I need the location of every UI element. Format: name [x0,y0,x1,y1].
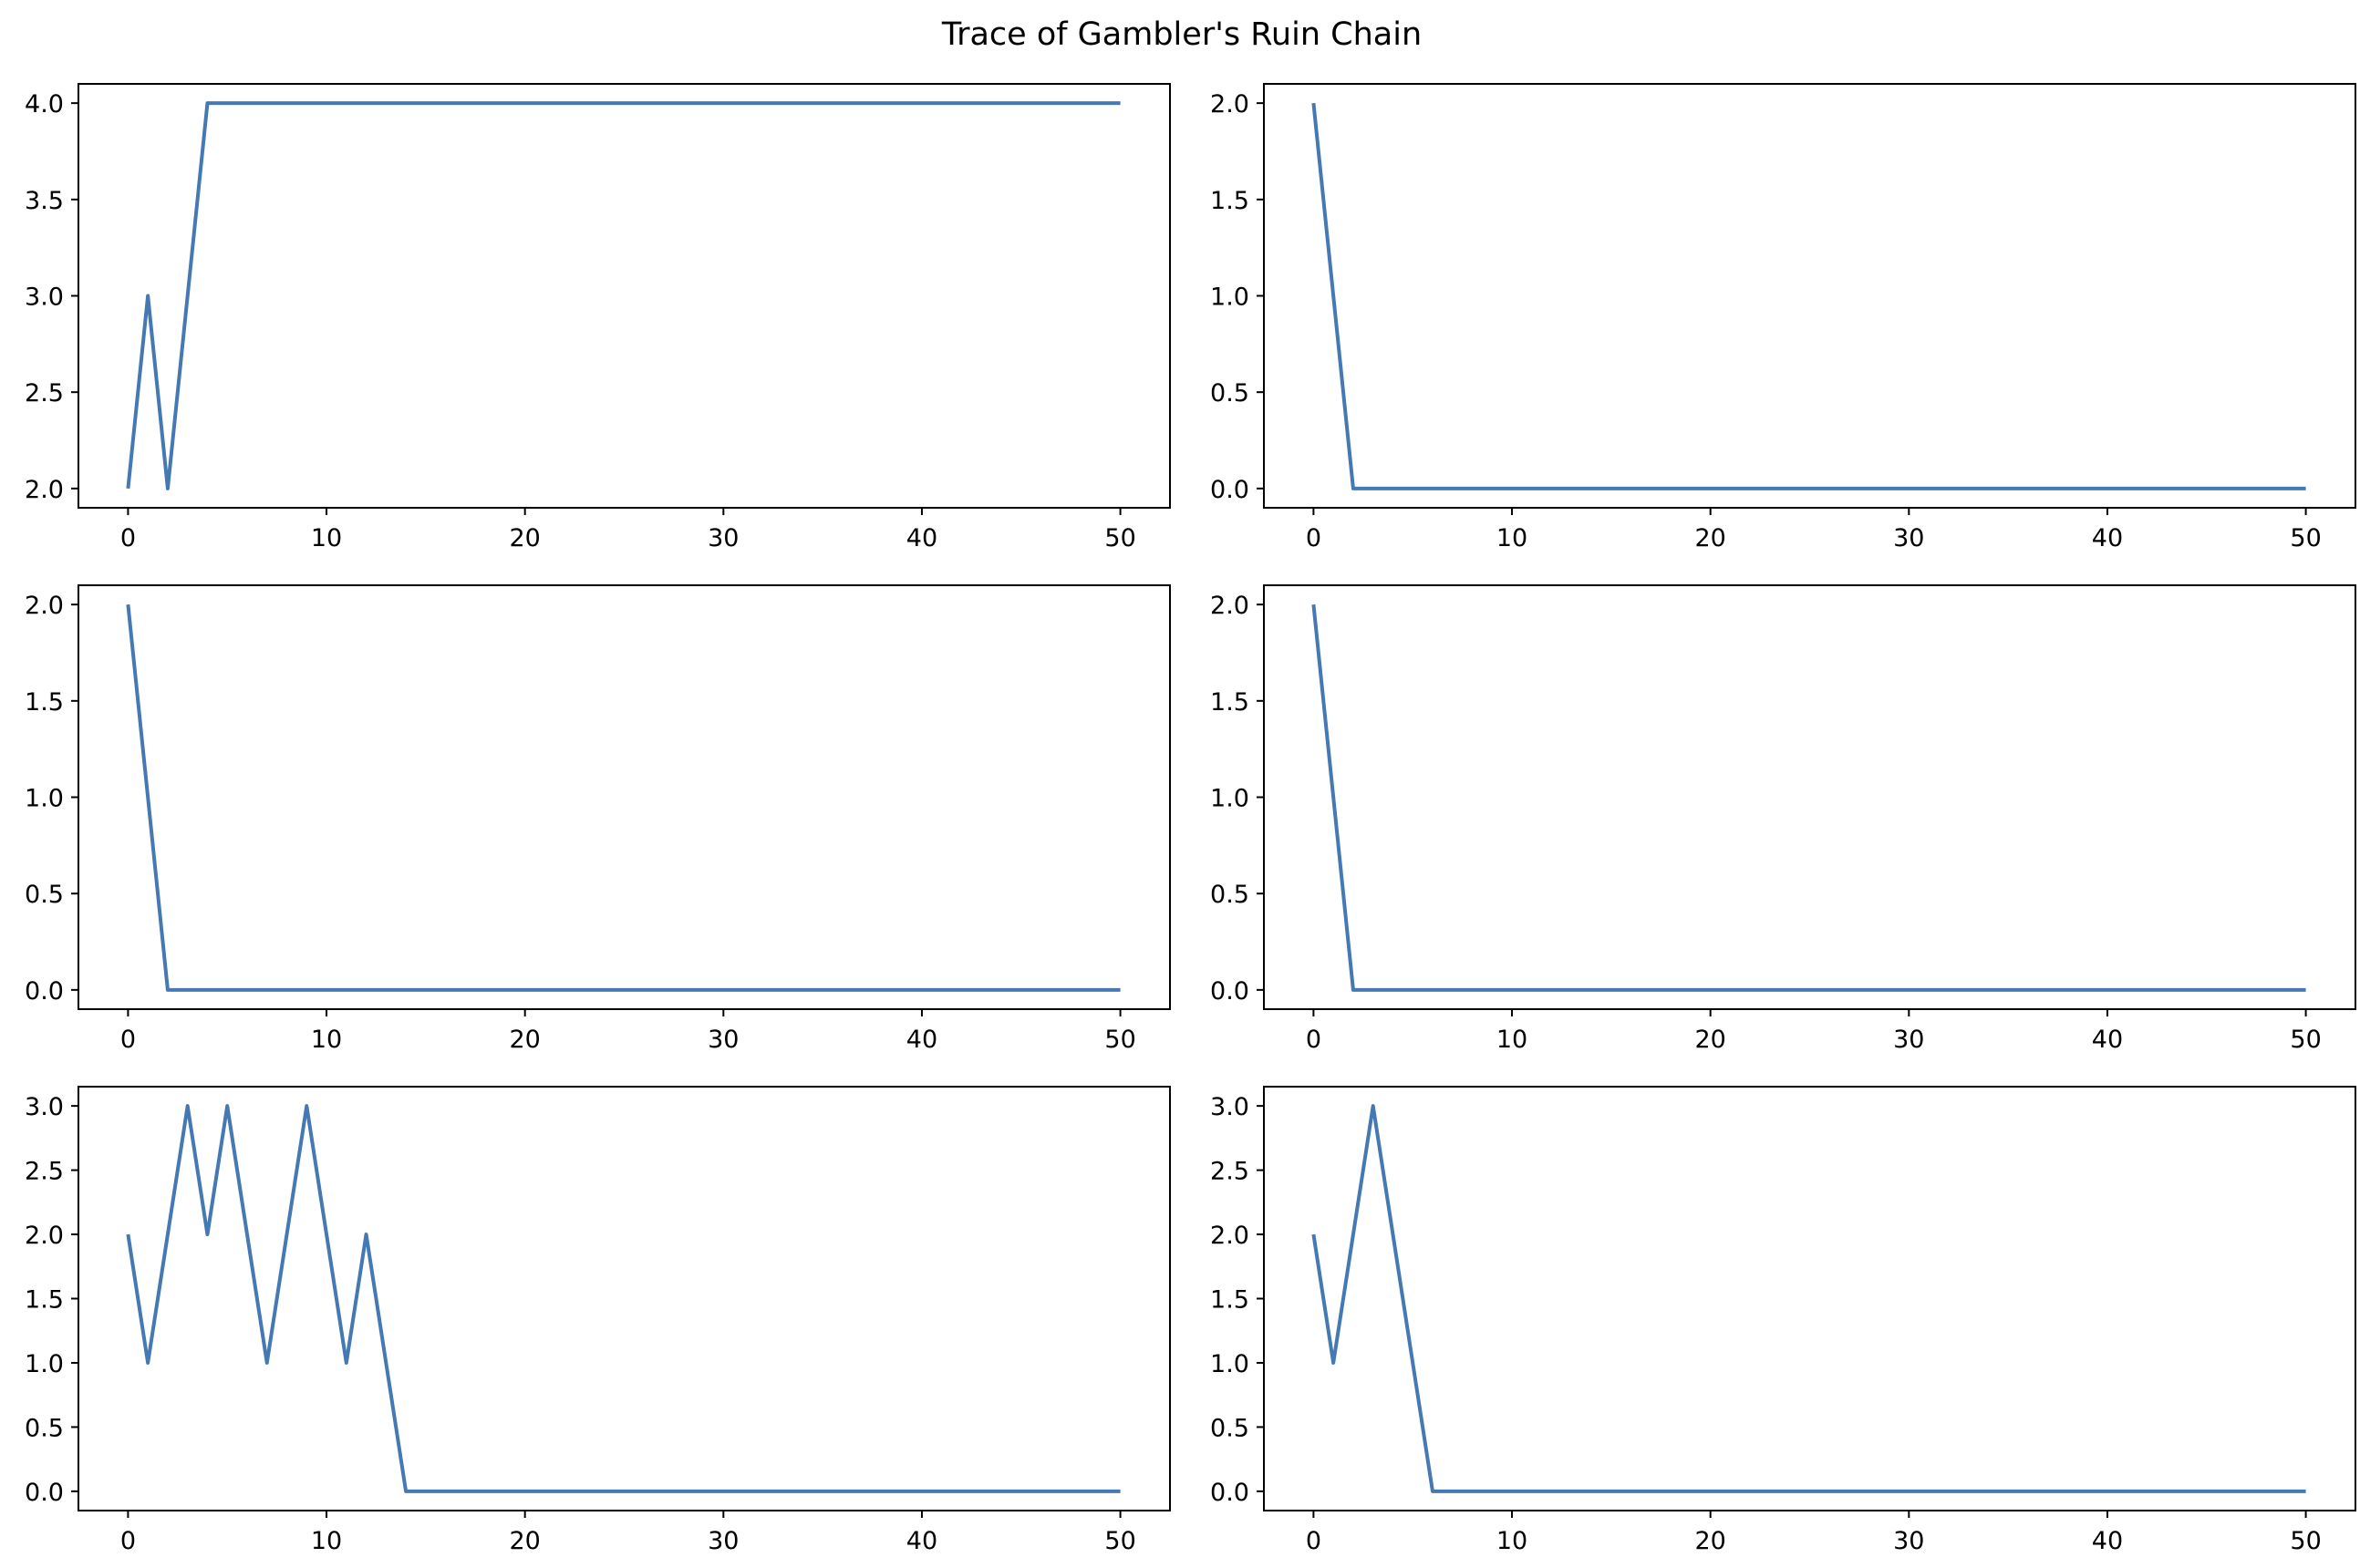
y-tick-label: 2.5 [25,1158,64,1186]
x-tick-label: 50 [2290,524,2321,552]
x-tick-label: 50 [1104,524,1135,552]
y-tick-label: 1.0 [1210,1350,1249,1378]
figure-title: Trace of Gambler's Ruin Chain [941,16,1422,53]
x-tick-label: 30 [1893,1026,1924,1054]
y-tick-label: 1.0 [25,785,64,813]
trace-line-1 [126,1104,1121,1493]
x-tick-label: 20 [510,524,541,552]
x-tick-label: 10 [1496,1026,1527,1054]
x-tick-label: 50 [2290,1527,2321,1555]
y-tick-label: 3.0 [25,1093,64,1121]
y-tick-label: 3.0 [25,284,64,312]
x-tick-label: 10 [311,1527,342,1555]
y-tick-label: 1.5 [25,1286,64,1315]
x-tick-label: 10 [311,524,342,552]
subplot-3-1: 0 10 20 30 40 50 0.0 0.5 1.0 1.5 2.0 2.5 3.0 [25,1086,1171,1555]
y-tick-label: 2.0 [25,592,64,620]
y-tick-label: 1.5 [1210,688,1249,717]
x-tick-label: 30 [708,524,739,552]
y-tick-label: 0.5 [1210,379,1249,407]
y-tick-label: 0.5 [1210,1414,1249,1442]
x-tick-label: 0 [120,1026,136,1054]
x-tick-label: 30 [708,1527,739,1555]
y-tick-label: 3.0 [1210,1093,1249,1121]
y-tick-label: 0.0 [25,1479,64,1507]
x-tick-label: 30 [1893,524,1924,552]
x-tick-label: 0 [1306,1026,1321,1054]
y-tick-label: 2.5 [25,379,64,407]
y-tick-label: 2.0 [1210,90,1249,119]
x-tick-label: 50 [1104,1026,1135,1054]
y-tick-label: 1.0 [1210,284,1249,312]
subplot-grid: 0 10 20 30 40 50 2.0 2.5 3.0 3.5 4.0 0 10 20 30 40 50 0.0… [25,83,2356,1555]
y-tick-label: 0.0 [25,977,64,1006]
y-tick-label: 1.5 [25,688,64,717]
trace-line-1 [1311,1104,2306,1493]
x-tick-label: 10 [1496,524,1527,552]
y-tick-label: 2.0 [1210,1222,1249,1250]
y-tick-label: 1.5 [1210,187,1249,215]
subplot-2-1: 0 10 20 30 40 50 0.0 0.5 1.0 1.5 2.0 [25,584,1171,1054]
y-tick-label: 0.0 [1210,476,1249,504]
y-tick-label: 2.0 [25,476,64,504]
x-tick-label: 50 [2290,1026,2321,1054]
x-tick-label: 30 [1893,1527,1924,1555]
x-tick-label: 40 [906,1527,937,1555]
y-tick-label: 2.5 [1210,1158,1249,1186]
subplot-3-2: 0 10 20 30 40 50 0.0 0.5 1.0 1.5 2.0 2.5 3.0 [1210,1086,2356,1555]
trace-line-1 [1311,102,2306,490]
x-tick-label: 0 [1306,1527,1321,1555]
y-tick-label: 1.0 [25,1350,64,1378]
x-tick-label: 20 [1695,1026,1726,1054]
x-tick-label: 0 [120,524,136,552]
x-tick-label: 40 [2092,524,2123,552]
y-tick-label: 1.5 [1210,1286,1249,1315]
x-tick-label: 20 [1695,524,1726,552]
subplot-1-1: 0 10 20 30 40 50 2.0 2.5 3.0 3.5 4.0 [25,83,1171,552]
y-tick-label: 3.5 [25,187,64,215]
y-tick-label: 0.5 [1210,881,1249,909]
trace-line-1 [126,603,1121,992]
x-tick-label: 20 [1695,1527,1726,1555]
x-tick-label: 20 [510,1026,541,1054]
y-tick-label: 0.5 [25,1414,64,1442]
x-tick-label: 40 [906,524,937,552]
y-tick-label: 2.0 [1210,592,1249,620]
y-tick-label: 0.5 [25,881,64,909]
x-tick-label: 40 [906,1026,937,1054]
x-tick-label: 40 [2092,1026,2123,1054]
y-tick-label: 2.0 [25,1222,64,1250]
x-tick-label: 40 [2092,1527,2123,1555]
subplot-2-2: 0 10 20 30 40 50 0.0 0.5 1.0 1.5 2.0 [1210,584,2356,1054]
x-tick-label: 50 [1104,1527,1135,1555]
y-tick-label: 1.0 [1210,785,1249,813]
trace-line-1 [126,101,1121,490]
y-tick-label: 0.0 [1210,1479,1249,1507]
x-tick-label: 20 [510,1527,541,1555]
x-tick-label: 0 [120,1527,136,1555]
x-tick-label: 30 [708,1026,739,1054]
y-tick-label: 0.0 [1210,977,1249,1006]
x-tick-label: 0 [1306,524,1321,552]
y-tick-label: 4.0 [25,90,64,119]
subplot-1-2: 0 10 20 30 40 50 0.0 0.5 1.0 1.5 2.0 [1210,83,2356,552]
x-tick-label: 10 [311,1026,342,1054]
x-tick-label: 10 [1496,1527,1527,1555]
trace-line-1 [1311,603,2306,992]
